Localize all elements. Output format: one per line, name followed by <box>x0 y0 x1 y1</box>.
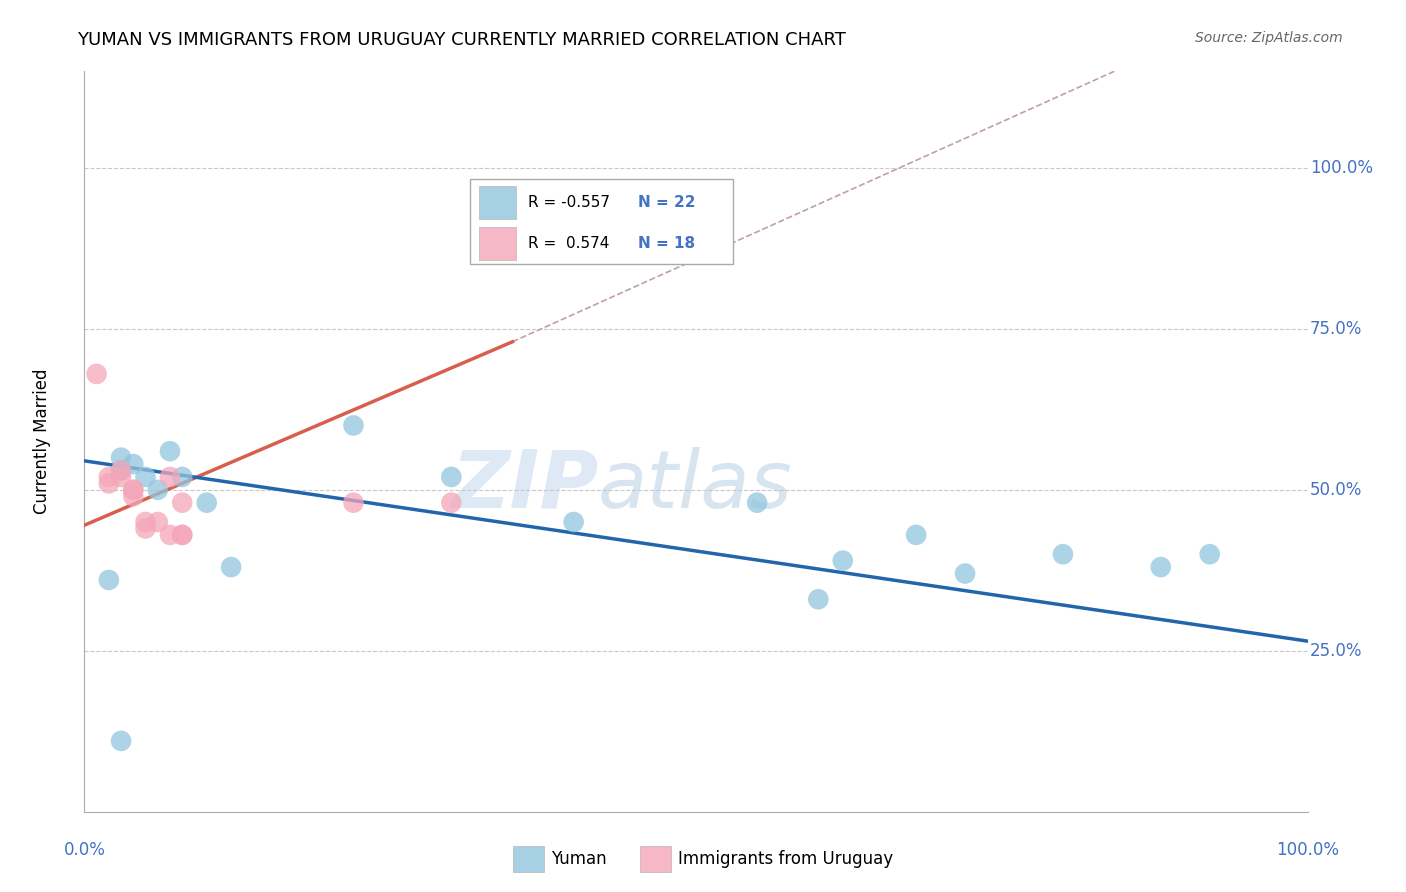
Text: R = -0.557: R = -0.557 <box>529 195 610 211</box>
Point <box>172 470 194 484</box>
Text: R =  0.574: R = 0.574 <box>529 236 610 251</box>
Point <box>122 489 145 503</box>
Text: N = 18: N = 18 <box>638 236 696 251</box>
Point <box>97 470 120 484</box>
Point <box>135 521 157 535</box>
Point <box>1052 547 1074 561</box>
Point <box>159 528 181 542</box>
Text: 75.0%: 75.0% <box>1310 320 1362 338</box>
Text: 50.0%: 50.0% <box>1310 481 1362 499</box>
Point <box>342 418 364 433</box>
Text: Immigrants from Uruguay: Immigrants from Uruguay <box>678 850 893 868</box>
Point <box>97 573 120 587</box>
Point <box>172 496 194 510</box>
Point <box>219 560 242 574</box>
Text: Source: ZipAtlas.com: Source: ZipAtlas.com <box>1195 31 1343 45</box>
Point <box>110 450 132 465</box>
Point <box>110 463 132 477</box>
FancyBboxPatch shape <box>479 186 516 219</box>
Point <box>146 515 169 529</box>
Text: Yuman: Yuman <box>551 850 607 868</box>
Text: 0.0%: 0.0% <box>63 840 105 859</box>
Point <box>135 515 157 529</box>
Point <box>110 470 132 484</box>
Point <box>807 592 830 607</box>
Point <box>122 457 145 471</box>
Point <box>159 444 181 458</box>
Point <box>110 734 132 748</box>
Text: Currently Married: Currently Married <box>32 368 51 515</box>
Point <box>122 483 145 497</box>
Point <box>1198 547 1220 561</box>
FancyBboxPatch shape <box>470 178 733 264</box>
Point <box>172 528 194 542</box>
Point <box>747 496 769 510</box>
Point <box>440 470 463 484</box>
Text: 25.0%: 25.0% <box>1310 641 1362 660</box>
Text: ZIP: ZIP <box>451 447 598 525</box>
Point <box>440 496 463 510</box>
Point <box>172 528 194 542</box>
Point <box>110 463 132 477</box>
FancyBboxPatch shape <box>479 227 516 260</box>
Text: N = 22: N = 22 <box>638 195 696 211</box>
Text: 100.0%: 100.0% <box>1310 159 1374 177</box>
Point <box>122 483 145 497</box>
Text: atlas: atlas <box>598 447 793 525</box>
Point <box>342 496 364 510</box>
Point <box>159 470 181 484</box>
Point <box>953 566 976 581</box>
Point <box>135 470 157 484</box>
Point <box>562 515 585 529</box>
Point <box>146 483 169 497</box>
Text: 100.0%: 100.0% <box>1277 840 1339 859</box>
Point <box>1150 560 1173 574</box>
Text: YUMAN VS IMMIGRANTS FROM URUGUAY CURRENTLY MARRIED CORRELATION CHART: YUMAN VS IMMIGRANTS FROM URUGUAY CURRENT… <box>77 31 846 49</box>
Point <box>86 367 108 381</box>
Point <box>831 554 853 568</box>
Point <box>97 476 120 491</box>
Point <box>905 528 928 542</box>
Point <box>195 496 218 510</box>
